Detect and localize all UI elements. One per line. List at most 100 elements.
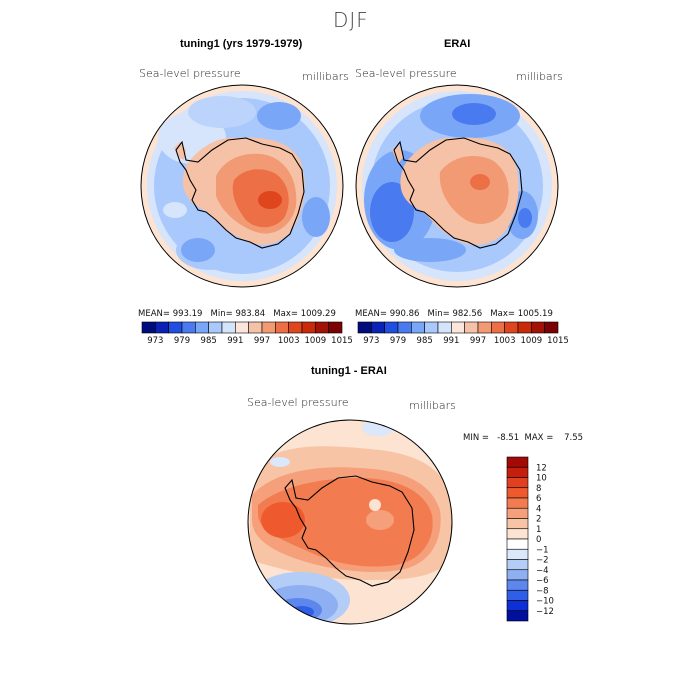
colorbar-swatch bbox=[506, 518, 529, 530]
figure-title: DJF bbox=[333, 8, 369, 32]
colorbar-tick-label: 2 bbox=[536, 515, 541, 525]
colorbar-swatch bbox=[506, 600, 529, 612]
panel-left-label-erai: Sea-level pressure bbox=[355, 67, 457, 80]
colorbar-tick-label: 1003 bbox=[494, 336, 516, 346]
colorbar-swatch bbox=[506, 548, 529, 560]
colorbar-swatch bbox=[261, 321, 276, 334]
colorbar-tick-label: 985 bbox=[201, 336, 217, 346]
panel-title-erai: ERAI bbox=[444, 38, 471, 50]
colorbar-swatch bbox=[517, 321, 532, 334]
colorbar-swatch bbox=[506, 589, 529, 601]
colorbar-tick-label: −1 bbox=[536, 545, 549, 555]
colorbar-swatch bbox=[506, 477, 529, 489]
colorbar-tick-label: 0 bbox=[536, 535, 541, 545]
colorbar-swatch bbox=[155, 321, 169, 334]
map-erai-border bbox=[355, 84, 559, 288]
colorbar-swatch bbox=[288, 321, 303, 334]
colorbar-swatch bbox=[411, 321, 425, 334]
colorbar-model: 973 979 985 991 997 1003 1009 1015 bbox=[141, 321, 353, 346]
colorbar-swatch bbox=[424, 321, 439, 334]
panel-stats-model: MEAN= 993.19 Min= 983.84 Max= 1009.29 bbox=[138, 309, 336, 319]
panel-units-erai: millibars bbox=[516, 70, 563, 83]
colorbar-swatch bbox=[451, 321, 465, 334]
colorbar-swatch bbox=[301, 321, 316, 334]
colorbar-swatch bbox=[491, 321, 505, 334]
panel-title-difference: tuning1 - ERAI bbox=[311, 365, 387, 377]
map-model bbox=[141, 85, 343, 287]
map-model-border bbox=[140, 84, 344, 288]
colorbar-swatch bbox=[315, 321, 329, 334]
colorbar-swatch bbox=[181, 321, 196, 334]
panel-left-label-model: Sea-level pressure bbox=[139, 67, 241, 80]
colorbar-swatch bbox=[506, 538, 529, 550]
colorbar-swatch bbox=[397, 321, 412, 334]
panel-stats-erai: MEAN= 990.86 Min= 982.56 Max= 1005.19 bbox=[355, 309, 553, 319]
colorbar-swatch bbox=[357, 321, 372, 334]
colorbar-swatch bbox=[384, 321, 399, 334]
colorbar-swatch bbox=[235, 321, 249, 334]
colorbar-tick-label: 991 bbox=[227, 336, 243, 346]
colorbar-tick-label: 973 bbox=[147, 336, 163, 346]
colorbar-tick-label: 973 bbox=[363, 336, 379, 346]
colorbar-swatch bbox=[506, 569, 529, 581]
map-erai bbox=[356, 85, 558, 287]
colorbar-swatch bbox=[477, 321, 492, 334]
colorbar-swatch bbox=[168, 321, 183, 334]
panel-stats-difference: MIN = -8.51 MAX = 7.55 bbox=[463, 433, 584, 443]
colorbar-tick-label: 1015 bbox=[547, 336, 569, 346]
colorbar-swatch bbox=[506, 466, 529, 478]
colorbar-tick-label: 10 bbox=[536, 474, 547, 484]
colorbar-tick-label: 6 bbox=[536, 494, 541, 504]
colorbar-tick-label: 985 bbox=[417, 336, 433, 346]
colorbar-swatch bbox=[437, 321, 452, 334]
colorbar-swatch bbox=[506, 579, 529, 591]
colorbar-swatch bbox=[141, 321, 156, 334]
colorbar-tick-label: −2 bbox=[536, 556, 549, 566]
colorbar-swatch bbox=[506, 497, 529, 509]
colorbar-swatch bbox=[506, 456, 529, 468]
colorbar-tick-label: 1009 bbox=[305, 336, 327, 346]
colorbar-swatch bbox=[464, 321, 479, 334]
colorbar-tick-label: −4 bbox=[536, 566, 549, 576]
colorbar-tick-label: 1015 bbox=[331, 336, 353, 346]
map-difference-border bbox=[247, 419, 453, 625]
colorbar-swatch bbox=[506, 487, 529, 499]
colorbar-tick-label: 1009 bbox=[521, 336, 543, 346]
colorbar-tick-label: 991 bbox=[443, 336, 459, 346]
colorbar-swatch bbox=[506, 528, 529, 540]
colorbar-tick-label: 4 bbox=[536, 504, 541, 514]
panel-units-difference: millibars bbox=[409, 399, 456, 412]
colorbar-tick-label: 979 bbox=[390, 336, 406, 346]
colorbar-swatch bbox=[275, 321, 289, 334]
panel-units-model: millibars bbox=[302, 70, 349, 83]
colorbar-swatch bbox=[371, 321, 385, 334]
colorbar-swatch bbox=[531, 321, 545, 334]
colorbar-tick-label: −6 bbox=[536, 576, 549, 586]
colorbar-tick-label: −12 bbox=[536, 607, 554, 617]
colorbar-swatch bbox=[504, 321, 519, 334]
colorbar-tick-label: 12 bbox=[536, 463, 547, 473]
colorbar-swatch bbox=[208, 321, 223, 334]
colorbar-tick-label: 1003 bbox=[278, 336, 300, 346]
colorbar-swatch bbox=[506, 610, 529, 622]
colorbar-tick-label: 997 bbox=[470, 336, 486, 346]
colorbar-swatch bbox=[248, 321, 263, 334]
colorbar-swatch bbox=[544, 321, 559, 334]
colorbar-tick-label: −8 bbox=[536, 586, 549, 596]
colorbar-swatch bbox=[221, 321, 236, 334]
colorbar-erai: 973 979 985 991 997 1003 1009 1015 bbox=[357, 321, 569, 346]
panel-left-label-difference: Sea-level pressure bbox=[247, 396, 349, 409]
colorbar-tick-label: −10 bbox=[536, 597, 554, 607]
colorbar-swatch bbox=[506, 507, 529, 519]
panel-title-model: tuning1 (yrs 1979-1979) bbox=[180, 38, 303, 50]
colorbar-tick-label: 979 bbox=[174, 336, 190, 346]
colorbar-tick-label: 997 bbox=[254, 336, 270, 346]
colorbar-tick-label: 1 bbox=[536, 525, 541, 535]
colorbar-tick-label: 8 bbox=[536, 484, 541, 494]
colorbar-swatch bbox=[328, 321, 343, 334]
colorbar-swatch bbox=[506, 559, 529, 571]
map-difference bbox=[248, 420, 452, 624]
